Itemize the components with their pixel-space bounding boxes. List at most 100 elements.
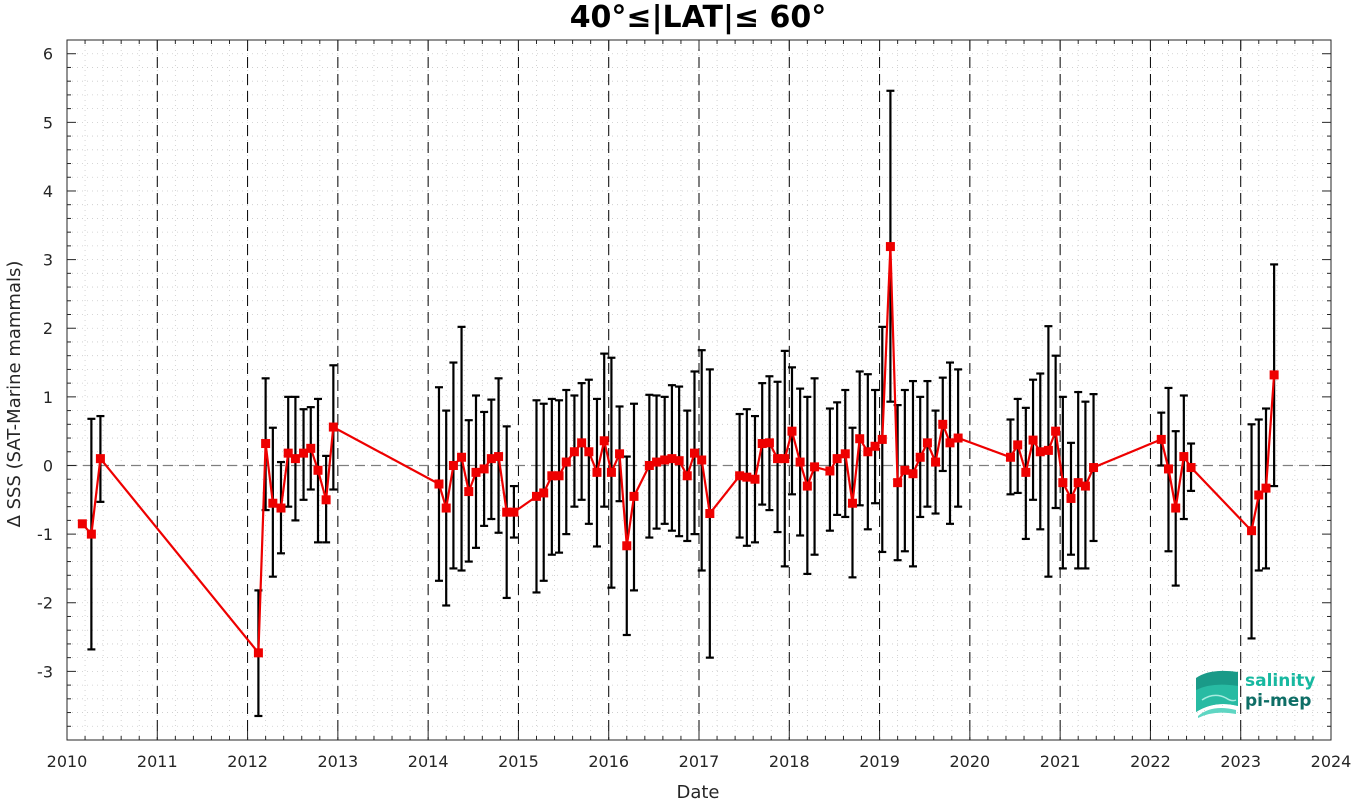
data-point [253,648,263,658]
data-point [893,478,903,488]
y-tick-label: -3 [37,662,53,681]
data-point [1254,490,1264,500]
data-point [1066,493,1076,503]
x-tick-label: 2013 [317,752,358,771]
data-point [674,456,684,466]
data-point [1080,481,1090,491]
data-point [1156,434,1166,444]
data-point [908,469,918,479]
data-point [945,438,955,448]
x-tick-label: 2017 [679,752,720,771]
data-point [652,457,662,467]
data-point [1013,440,1023,450]
data-point [810,462,820,472]
data-point [795,457,805,467]
data-point [615,449,625,459]
data-point [840,449,850,459]
data-point [86,529,96,539]
data-point [915,452,925,462]
data-point [577,438,587,448]
data-point [599,436,609,446]
data-point [931,457,941,467]
y-tick-label: 5 [43,113,53,132]
data-point [1179,452,1189,462]
data-point [584,447,594,457]
data-point [299,448,309,458]
data-point [705,509,715,519]
data-point [1261,483,1271,493]
x-tick-label: 2022 [1130,752,1171,771]
data-point [313,465,323,475]
year-boundary-lines [156,40,1242,740]
data-point [569,447,579,457]
data-point [863,447,873,457]
y-tick-label: 6 [43,45,53,64]
data-point [900,465,910,475]
data-point [592,467,602,477]
x-tick-label: 2023 [1220,752,1261,771]
data-point [750,474,760,484]
data-point [1058,478,1068,488]
data-point [922,438,932,448]
data-point [870,441,880,451]
y-tick-label: -2 [37,594,53,613]
series-markers [77,242,1279,658]
data-point [1035,447,1045,457]
data-point [321,495,331,505]
data-point [1186,463,1196,473]
data-point [479,464,489,474]
data-point [448,460,458,470]
data-point [1028,435,1038,445]
x-axis-label: Date [676,782,719,801]
y-tick-label: 4 [43,182,53,201]
data-point [561,457,571,467]
y-tick-label: 3 [43,251,53,270]
data-point [283,448,293,458]
x-tick-label: 2016 [588,752,629,771]
y-axis-label: Δ SSS (SAT-Marine mammals) [4,261,25,528]
x-tick-label: 2018 [769,752,810,771]
data-point [1005,452,1015,462]
data-point [855,434,865,444]
data-point [1089,463,1099,473]
data-point [509,507,519,517]
data-point [885,242,895,252]
x-tick-label: 2012 [227,752,268,771]
data-point [1171,503,1181,513]
data-point [764,438,774,448]
y-tick-labels: 6 5 4 3 2 1 0 -1 -2 -3 [37,45,53,682]
data-point [787,426,797,436]
chart-title: 40°≤|LAT|≤ 60° [570,0,827,35]
y-tick-label: 2 [43,319,53,338]
data-point [847,498,857,508]
x-tick-label: 2015 [498,752,539,771]
data-point [268,498,278,508]
data-point [441,503,451,513]
data-point [825,466,835,476]
logo-text-line1: salinity [1245,671,1315,691]
data-point [77,519,87,529]
data-point [938,419,948,429]
data-point [494,452,504,462]
data-point [328,422,338,432]
x-tick-label: 2024 [1311,752,1352,771]
data-point [1163,464,1173,474]
data-point [682,471,692,481]
data-point [471,467,481,477]
data-point [832,454,842,464]
error-bars [87,89,1279,718]
data-point [1021,467,1031,477]
x-tick-label: 2020 [949,752,990,771]
axis-ticks [66,39,1332,741]
x-tick-labels: 2010 2011 2012 2013 2014 2015 2016 2017 2018 2019… [47,752,1352,771]
data-point [95,454,105,464]
x-tick-label: 2010 [47,752,88,771]
data-point [276,503,286,513]
data-point [1269,370,1279,380]
data-point [1043,445,1053,455]
data-point [742,472,752,482]
x-tick-label: 2011 [137,752,178,771]
data-point [877,434,887,444]
y-tick-label: -1 [37,525,53,544]
